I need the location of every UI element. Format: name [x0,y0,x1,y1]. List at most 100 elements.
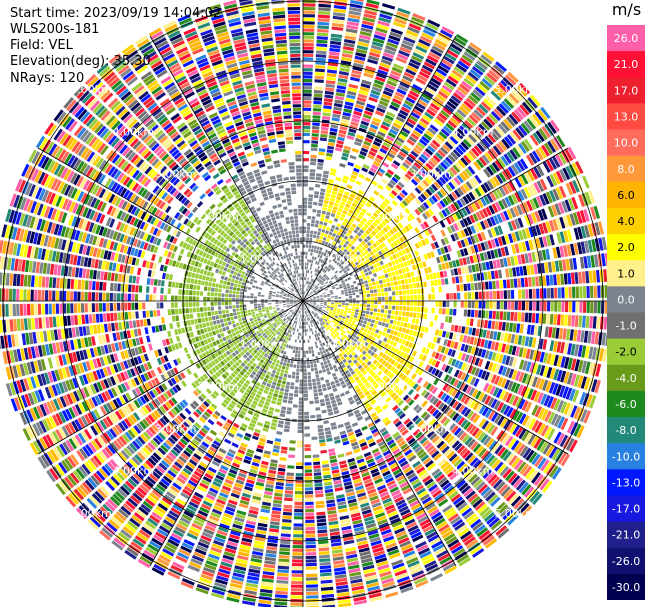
velocity-cell [384,114,394,121]
velocity-cell [315,504,325,509]
velocity-cell [355,336,360,340]
velocity-cell [303,96,312,101]
velocity-cell [427,462,436,471]
velocity-cell [543,352,549,364]
velocity-cell [443,406,451,415]
velocity-cell [496,213,503,223]
velocity-cell [211,460,220,467]
velocity-cell [456,429,465,439]
velocity-cell [354,0,364,2]
velocity-cell [356,370,362,376]
velocity-cell [225,506,236,513]
velocity-cell [412,108,422,117]
velocity-cell [303,6,316,11]
velocity-cell [444,278,449,285]
velocity-cell [519,445,529,457]
velocity-cell [496,259,501,269]
velocity-cell [487,424,496,434]
velocity-cell [394,139,403,147]
velocity-cell [310,278,313,282]
velocity-cell [366,275,371,280]
velocity-cell [259,592,273,597]
velocity-cell [309,299,313,300]
velocity-cell [299,321,301,325]
velocity-cell [318,370,323,374]
velocity-cell [478,156,488,167]
velocity-cell [352,394,359,399]
velocity-cell [188,529,200,537]
velocity-cell [304,314,306,318]
velocity-cell [423,221,430,228]
velocity-cell [374,267,379,273]
velocity-cell [503,210,510,221]
velocity-cell [351,351,356,356]
velocity-cell [443,533,456,542]
velocity-cell [278,364,282,369]
velocity-cell [279,391,284,395]
velocity-cell [194,491,204,499]
velocity-cell [361,208,367,214]
velocity-cell [292,323,295,327]
velocity-cell [309,298,313,300]
velocity-cell [586,301,590,313]
velocity-cell [361,471,370,478]
velocity-cell [351,290,356,293]
velocity-cell [545,444,555,457]
velocity-cell [413,176,421,184]
velocity-cell [362,20,375,27]
velocity-cell [412,283,417,289]
velocity-cell [362,350,367,355]
velocity-cell [364,358,369,364]
velocity-cell [308,304,311,307]
velocity-cell [290,326,293,331]
velocity-cell [406,306,410,312]
velocity-cell [526,118,537,130]
velocity-cell [316,213,321,217]
velocity-cell [304,295,306,299]
velocity-cell [520,122,531,134]
velocity-cell [420,411,428,419]
velocity-cell [531,337,537,348]
velocity-cell [436,549,449,559]
velocity-cell [392,524,404,531]
velocity-cell [422,64,434,73]
velocity-cell [398,505,409,513]
velocity-cell [424,348,430,355]
velocity-cell [334,379,340,384]
velocity-cell [306,361,310,365]
velocity-cell [403,550,416,558]
velocity-cell [474,367,481,377]
velocity-cell [352,280,357,284]
velocity-cell [497,463,507,474]
velocity-cell [304,307,305,311]
velocity-cell [457,417,466,426]
velocity-cell [228,403,235,409]
velocity-cell [446,293,450,300]
velocity-cell [309,302,313,304]
velocity-cell [325,276,329,280]
velocity-cell [387,76,399,84]
velocity-cell [189,526,201,534]
velocity-cell [506,421,514,432]
velocity-cell [358,495,368,501]
velocity-cell [341,119,350,124]
velocity-cell [490,426,499,436]
velocity-cell [408,62,420,70]
velocity-cell [400,165,408,172]
velocity-cell [337,423,344,429]
velocity-cell [344,484,353,490]
velocity-cell [343,235,349,240]
velocity-cell [517,278,521,288]
velocity-cell [234,482,244,489]
velocity-cell [401,463,411,471]
velocity-cell [391,66,403,74]
velocity-cell [486,384,493,394]
velocity-cell [591,379,598,393]
velocity-cell [292,552,303,556]
velocity-cell [316,277,319,281]
velocity-cell [528,312,532,323]
velocity-cell [359,441,367,448]
velocity-cell [490,519,503,531]
velocity-cell [285,332,289,337]
velocity-cell [305,516,315,520]
